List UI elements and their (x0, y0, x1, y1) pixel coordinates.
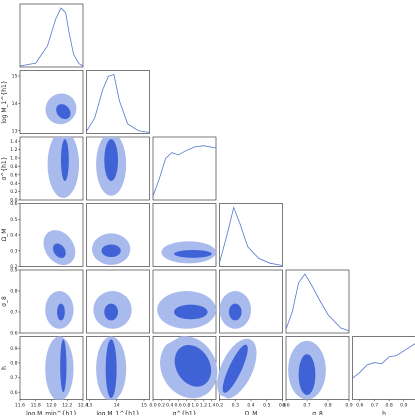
ytick-label-sigma: 0.4 (10, 181, 17, 187)
ytick-label-sigma: 1.0 (10, 156, 17, 162)
xtick-label-s8: 0.6 (282, 403, 289, 409)
contour-inner-3-1 (102, 244, 121, 257)
xtick-label-Om: 0.5 (263, 403, 270, 409)
ytick-label-Om: 0.6 (10, 201, 17, 207)
panel-frame-5-5 (353, 337, 415, 400)
ylabel-h: h (1, 366, 8, 370)
contour-outer-5-0 (45, 337, 73, 401)
ytick-label-s8: 0.8 (10, 289, 17, 295)
xtick-label-sigma: 0.8 (183, 403, 190, 409)
ytick-label-Om: 0.3 (10, 248, 17, 254)
xtick-label-logMmin: 12.2 (62, 403, 72, 409)
contour-inner-4-0 (57, 304, 65, 321)
ytick-label-h: 0.6 (10, 390, 17, 396)
xtick-label-logM1: 13 (86, 403, 92, 409)
xtick-label-logMmin: 11.6 (15, 403, 25, 409)
xtick-label-sigma: 0.6 (175, 403, 182, 409)
xtick-label-logM1: 14 (114, 403, 120, 409)
contour-inner-5-4 (299, 354, 316, 395)
xtick-label-Om: 0.4 (247, 403, 254, 409)
xtick-label-sigma: 1.4 (208, 403, 215, 409)
xtick-label-s8: 0.9 (345, 403, 352, 409)
xlabel-sigma: σ^{h1} (172, 411, 196, 416)
ytick-label-h: 0.7 (10, 375, 17, 381)
ylabel-Om: Ω_M (1, 229, 8, 242)
ytick-label-sigma: 0.8 (10, 164, 17, 170)
xtick-label-sigma: 0.0 (149, 403, 156, 409)
xlabel-Om: Ω_M (245, 411, 258, 416)
xtick-label-sigma: 1.0 (191, 403, 198, 409)
xtick-label-h: 0.6 (356, 403, 363, 409)
xtick-label-logM1: 15 (141, 403, 147, 409)
ytick-label-sigma: 1.4 (10, 139, 17, 145)
xtick-label-h: 0.9 (400, 403, 407, 409)
xtick-label-logMmin: 11.8 (31, 403, 41, 409)
contour-inner-5-0 (60, 339, 66, 392)
ylabel-logM1: log M_1^{h1} (1, 80, 8, 124)
xtick-label-sigma: 0.4 (166, 403, 173, 409)
xtick-label-sigma: 1.2 (200, 403, 207, 409)
panel-frame-0-0 (20, 4, 83, 67)
panel-frame-1-1 (87, 71, 150, 134)
xtick-label-Om: 0.3 (232, 403, 239, 409)
xlabel-s8: σ_8 (312, 411, 323, 416)
ytick-label-s8: 0.9 (10, 268, 17, 274)
ytick-label-h: 0.9 (10, 346, 17, 352)
ytick-label-s8: 0.6 (10, 331, 17, 337)
xtick-label-logMmin: 12.0 (46, 403, 56, 409)
xlabel-h: h (382, 411, 386, 416)
ytick-label-sigma: 0.6 (10, 172, 17, 178)
ylabel-s8: σ_8 (1, 296, 8, 307)
ytick-label-s8: 0.7 (10, 310, 17, 316)
contour-inner-4-1 (104, 304, 118, 321)
xtick-label-Om: 0.2 (216, 403, 223, 409)
xtick-label-h: 0.8 (385, 403, 392, 409)
contour-inner-4-3 (229, 304, 242, 321)
ytick-label-logM1: 14 (12, 101, 18, 107)
contour-inner-5-1 (106, 339, 117, 398)
contour-inner-3-2 (174, 250, 212, 258)
contour-inner-2-1 (104, 139, 118, 181)
xtick-label-s8: 0.7 (303, 403, 310, 409)
ytick-label-sigma: 1.2 (10, 147, 17, 153)
ytick-label-Om: 0.4 (10, 233, 17, 239)
contour-inner-4-2 (174, 305, 208, 320)
ytick-label-Om: 0.5 (10, 217, 17, 223)
xtick-label-s8: 0.8 (324, 403, 331, 409)
ylabel-sigma: σ^{h1} (1, 156, 8, 180)
xtick-label-sigma: 0.2 (158, 403, 165, 409)
xtick-label-h: 0.7 (371, 403, 378, 409)
ytick-label-logM1: 13 (12, 128, 18, 134)
contour-inner-2-0 (61, 139, 69, 181)
ytick-label-logM1: 15 (12, 74, 18, 80)
panel-frame-4-4 (286, 270, 349, 333)
panel-frame-3-3 (220, 204, 283, 267)
ytick-label-sigma: 0.2 (10, 189, 17, 195)
xlabel-logM1: log M_1^{h1} (96, 411, 140, 416)
xlabel-logMmin: log M_min^{h1} (26, 411, 77, 416)
ytick-label-h: 0.8 (10, 360, 17, 366)
